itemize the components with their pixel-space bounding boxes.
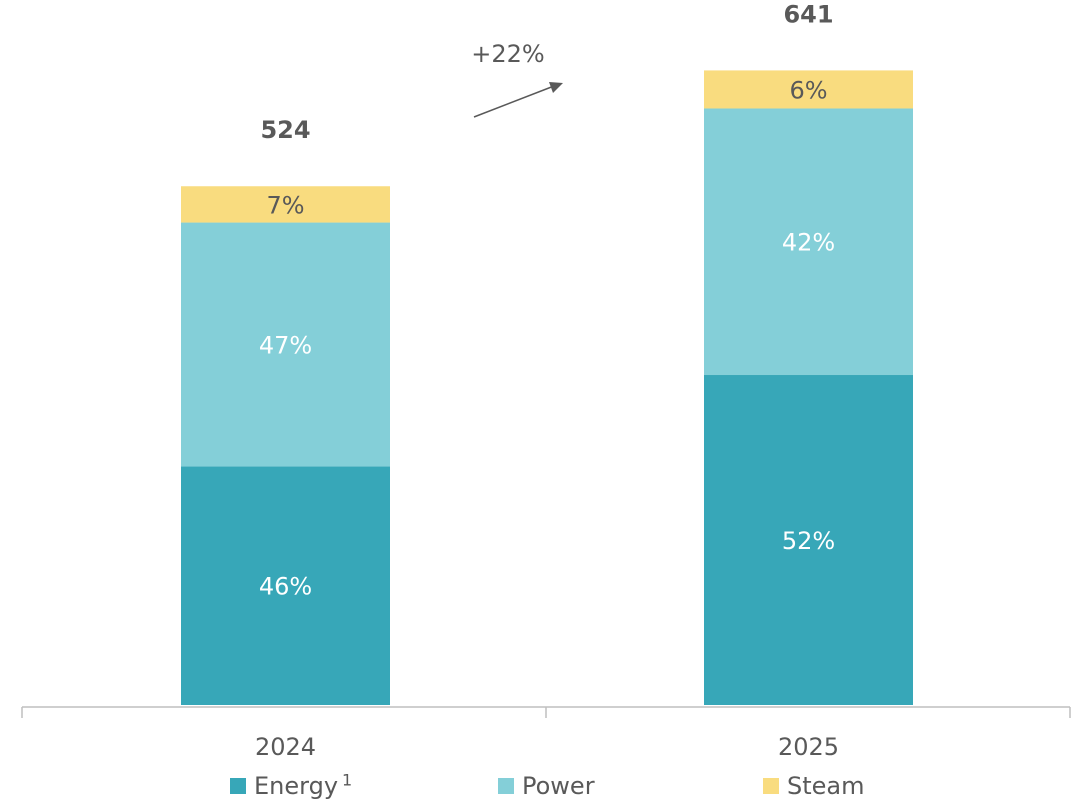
value-label: 52% bbox=[782, 527, 835, 555]
total-label: 641 bbox=[783, 0, 833, 28]
bar-segment bbox=[181, 186, 390, 223]
value-label: 47% bbox=[259, 331, 312, 359]
legend-swatch bbox=[230, 778, 246, 794]
legend-swatch bbox=[763, 778, 779, 794]
value-label: 7% bbox=[266, 191, 304, 219]
legend-label: Power bbox=[522, 772, 595, 800]
value-label: 42% bbox=[782, 229, 835, 257]
value-label: 6% bbox=[789, 76, 827, 104]
bar-segment bbox=[704, 70, 913, 109]
legend-label: Energy bbox=[254, 772, 338, 800]
legend-label: Steam bbox=[787, 772, 865, 800]
growth-annotation: +22% bbox=[471, 40, 544, 68]
arrow-head bbox=[549, 82, 563, 93]
bar-segment bbox=[181, 222, 390, 467]
bar-segment bbox=[704, 375, 913, 705]
x-tick-label: 2025 bbox=[778, 733, 839, 761]
growth-arrow bbox=[473, 85, 555, 118]
legend-footnote: 1 bbox=[342, 771, 352, 790]
legend-swatch bbox=[498, 778, 514, 794]
value-label: 46% bbox=[259, 573, 312, 601]
x-tick-label: 2024 bbox=[255, 733, 316, 761]
total-label: 524 bbox=[260, 116, 310, 144]
bar-segment bbox=[181, 466, 390, 705]
bar-segment bbox=[704, 108, 913, 376]
